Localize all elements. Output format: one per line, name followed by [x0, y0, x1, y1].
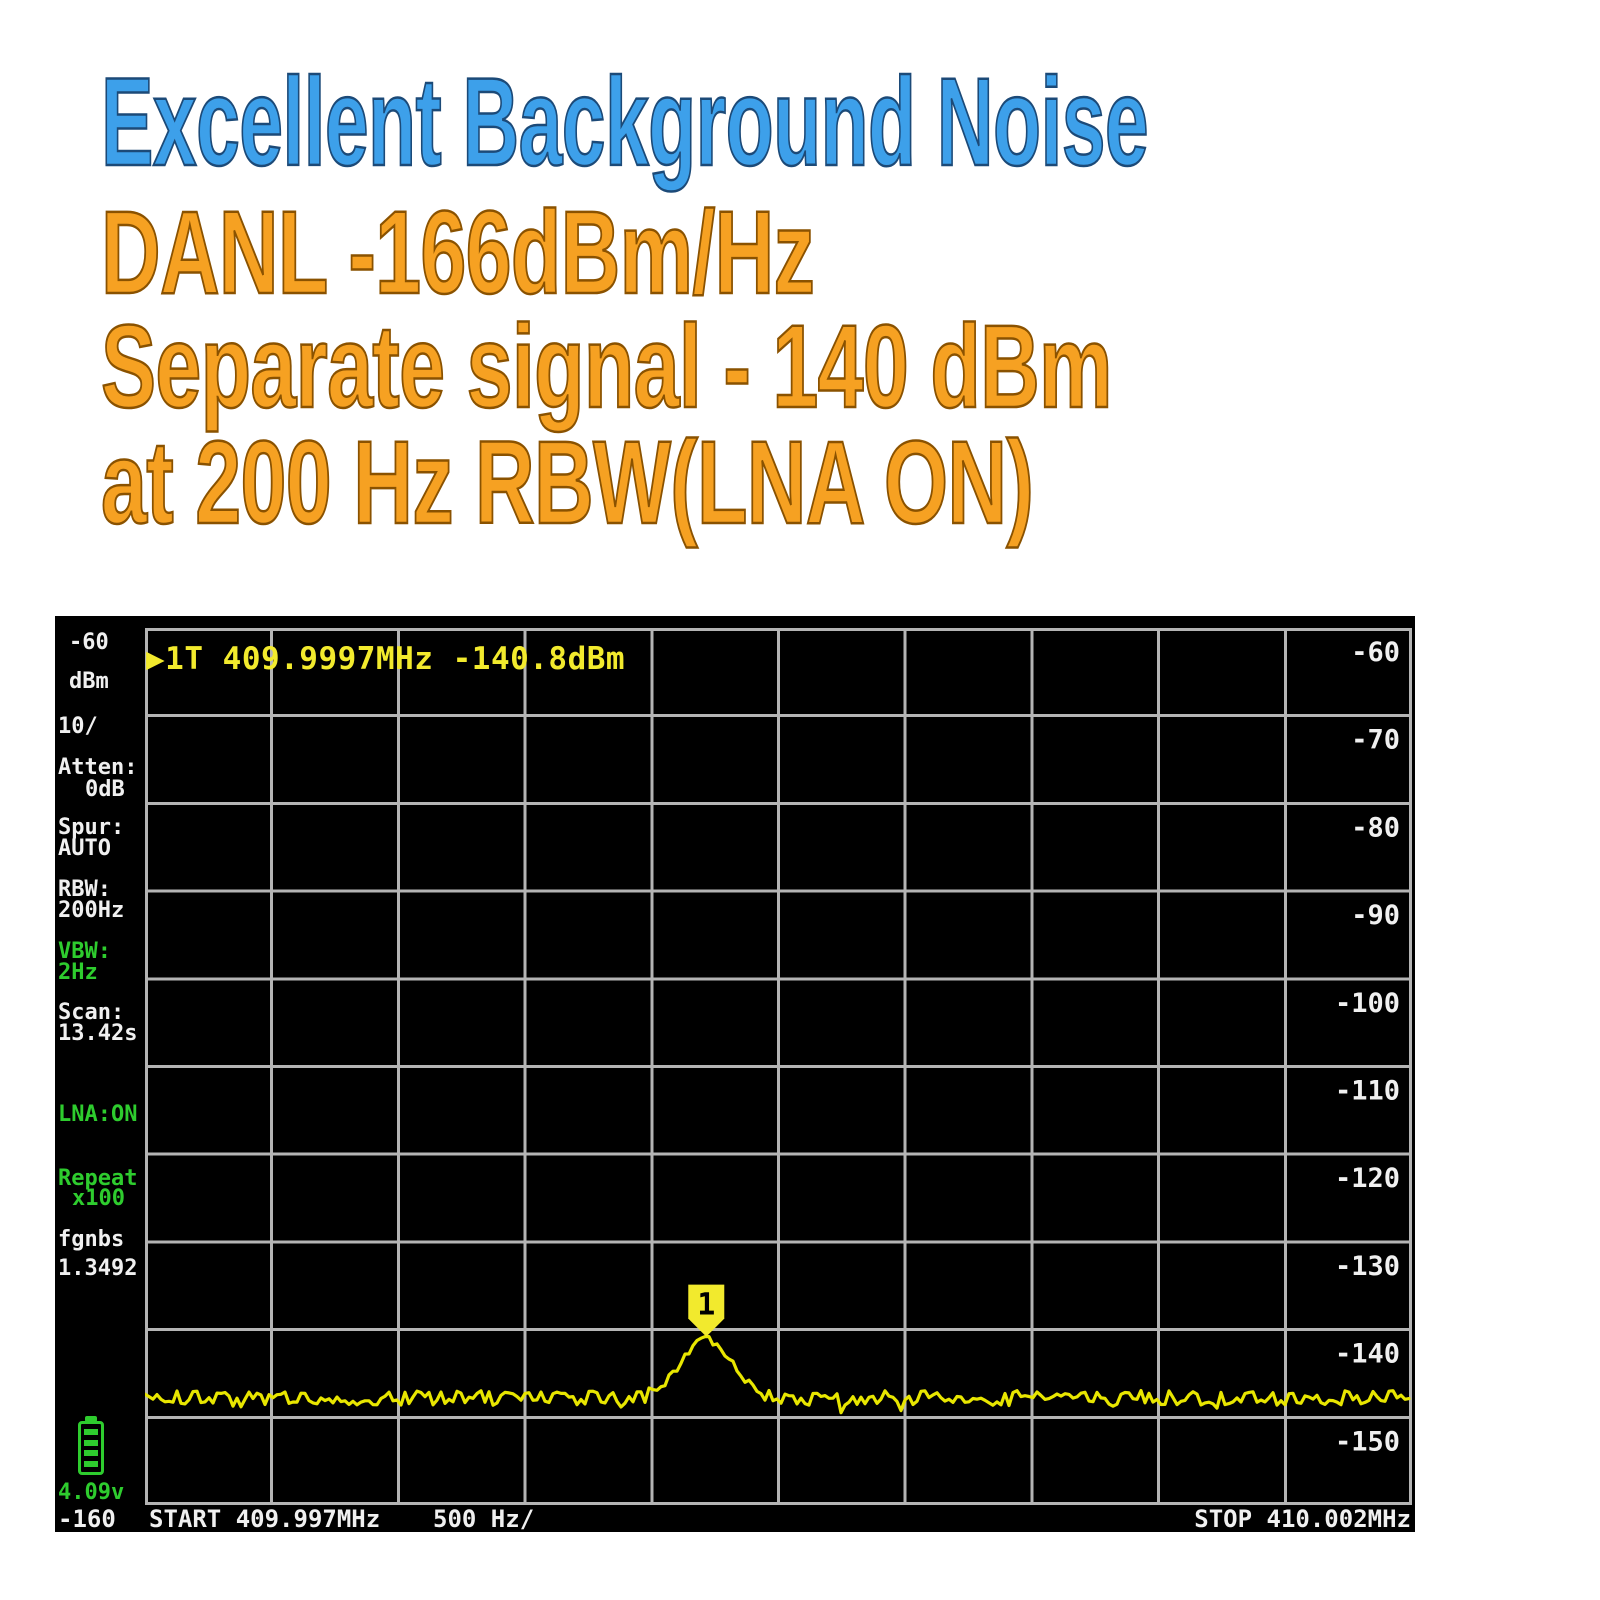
battery-bar [84, 1461, 98, 1468]
battery-bar [84, 1428, 98, 1435]
y-axis-tick-label: -60 [1351, 637, 1400, 668]
spectrum-plot: -60 -70 -80 -90 -100 -110 -120 -130 -140 -150 1 ▶1… [143, 628, 1412, 1505]
extra-info-value: 1.3492 [58, 1256, 138, 1281]
spur-value: AUTO [58, 836, 111, 861]
scan-value: 13.42s [58, 1021, 138, 1046]
battery-cap [85, 1416, 97, 1422]
repeat-value: x100 [72, 1186, 125, 1211]
unit-label: dBm [69, 669, 109, 694]
ref-level-bottom-label: -160 [58, 1505, 116, 1533]
marker-flag [688, 1284, 725, 1337]
marker-readout: ▶1T 409.9997MHz -140.8dBm [146, 641, 626, 677]
atten-value: 0dB [85, 777, 125, 802]
spectrum-trace [143, 1334, 1411, 1415]
subline-rbw-lna: at 200 Hz RBW(LNA ON) [100, 417, 1035, 549]
vbw-label: VBW: [58, 939, 111, 964]
scan-label: Scan: [58, 1000, 125, 1025]
battery-bar [84, 1450, 98, 1457]
lna-status: LNA:ON [58, 1102, 138, 1127]
spur-label: Spur: [58, 815, 125, 840]
y-axis-tick-label: -120 [1335, 1163, 1400, 1194]
ref-level-top-label: -60 [69, 630, 109, 655]
y-axis-tick-label: -130 [1335, 1251, 1400, 1282]
stop-frequency-label: STOP 410.002MHz [1194, 1505, 1411, 1533]
start-frequency-label: START 409.997MHz [149, 1505, 381, 1533]
repeat-label: Repeat [58, 1166, 138, 1191]
y-axis-tick-label: -140 [1335, 1339, 1400, 1370]
battery-icon [78, 1416, 104, 1475]
y-axis-tick-label: -100 [1335, 988, 1400, 1019]
y-axis-tick-label: -80 [1351, 812, 1400, 843]
subline-danl: DANL -166dBm/Hz [100, 187, 816, 319]
battery-voltage: 4.09v [58, 1480, 125, 1505]
vbw-value: 2Hz [58, 960, 98, 985]
analyzer-screen: -60 dBm 10/ Atten: 0dB Spur: AUTO RBW: 2… [55, 616, 1415, 1532]
y-axis-tick-label: -110 [1335, 1076, 1400, 1107]
rbw-value: 200Hz [58, 898, 125, 923]
extra-info-label: fgnbs [58, 1227, 125, 1252]
scale-per-div-label: 10/ [58, 714, 98, 739]
plot-svg: -60 -70 -80 -90 -100 -110 -120 -130 -140 -150 1 [143, 628, 1412, 1505]
battery-bar [84, 1439, 98, 1446]
y-axis-tick-label: -70 [1351, 725, 1400, 756]
per-division-label: 500 Hz/ [433, 1505, 535, 1533]
marker-flag-number: 1 [697, 1288, 715, 1323]
headline-title: Excellent Background Noise [100, 53, 1149, 192]
y-axis-tick-label: -90 [1351, 900, 1400, 931]
subline-separate-signal: Separate signal - 140 dBm [100, 301, 1113, 433]
rbw-label: RBW: [58, 877, 111, 902]
y-axis-tick-label: -150 [1335, 1426, 1400, 1457]
atten-label: Atten: [58, 755, 138, 780]
battery-body [78, 1421, 104, 1475]
